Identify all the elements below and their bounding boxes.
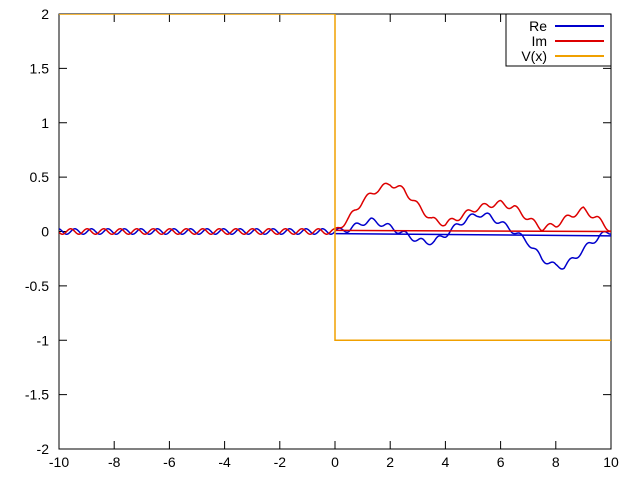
y-tick-label: -1	[37, 332, 50, 348]
legend-label-vx: V(x)	[521, 48, 547, 64]
x-tick-label: 0	[331, 454, 339, 470]
x-tick-label: 4	[442, 454, 450, 470]
y-tick-label: -1.5	[25, 387, 49, 403]
x-tick-label: 8	[552, 454, 560, 470]
y-tick-label: 0	[41, 224, 49, 240]
x-tick-label: -2	[274, 454, 287, 470]
y-tick-label: 1	[41, 115, 49, 131]
x-tick-label: -10	[49, 454, 69, 470]
x-tick-label: 6	[497, 454, 505, 470]
x-tick-label: -8	[108, 454, 121, 470]
x-tick-label: 10	[603, 454, 619, 470]
x-tick-label: 2	[386, 454, 394, 470]
x-tick-labels: -10 -8 -6 -4 -2 0 2 4 6 8 10	[49, 454, 619, 470]
x-tick-label: -4	[218, 454, 231, 470]
y-tick-label: 2	[41, 6, 49, 22]
y-tick-labels: 2 1.5 1 0.5 0 -0.5 -1 -1.5 -2	[25, 6, 49, 457]
y-tick-label: -2	[37, 441, 50, 457]
legend-label-re: Re	[529, 18, 547, 34]
series-re-baseline	[334, 232, 611, 237]
series-vx-line	[59, 14, 611, 341]
x-tick-label: -6	[163, 454, 176, 470]
series-im-baseline	[334, 229, 611, 233]
y-tick-label: 1.5	[30, 60, 50, 76]
series-lines	[59, 14, 611, 341]
y-tick-label: 0.5	[30, 169, 50, 185]
legend-label-im: Im	[531, 33, 547, 49]
y-tick-label: -0.5	[25, 278, 49, 294]
